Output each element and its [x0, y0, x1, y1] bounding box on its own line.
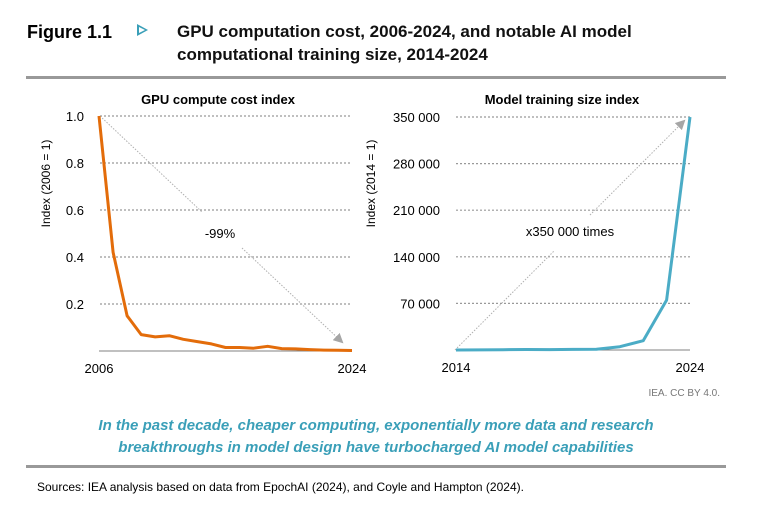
takeaway-line-1: In the past decade, cheaper computing, e… [98, 417, 654, 434]
y-tick-label: 1.0 [66, 109, 84, 124]
figure-title: GPU computation cost, 2006-2024, and not… [177, 20, 697, 66]
y-tick-label: 210 000 [393, 203, 440, 218]
y-tick-label: 280 000 [393, 157, 440, 172]
y-axis-label: Index (2006 = 1) [39, 140, 53, 228]
credit-text: IEA. CC BY 4.0. [648, 388, 720, 399]
takeaway-text: In the past decade, cheaper computing, e… [26, 415, 726, 459]
y-tick-label: 350 000 [393, 110, 440, 125]
annotation-arrow-line [99, 115, 203, 213]
gpu-cost-chart: GPU compute cost index Index (2006 = 1) 0.… [39, 92, 366, 376]
x-tick-label: 2024 [676, 360, 705, 375]
y-tick-label: 140 000 [393, 250, 440, 265]
top-rule [26, 76, 726, 79]
chart-title: GPU compute cost index [141, 92, 296, 107]
annotation-label: x350 000 times [526, 224, 615, 239]
y-tick-label: 70 000 [400, 296, 440, 311]
y-axis-label: Index (2014 = 1) [364, 140, 378, 228]
figure-title-line-1: GPU computation cost, 2006-2024, and not… [177, 22, 632, 41]
x-tick-label: 2006 [85, 361, 114, 376]
model-size-chart: Model training size index Index (2014 = 1… [364, 92, 704, 375]
annotation-arrow-head [241, 247, 344, 344]
takeaway-line-2: breakthroughs in model design have turbo… [118, 439, 634, 456]
x-tick-label: 2014 [442, 360, 471, 375]
y-tick-label: 0.4 [66, 250, 84, 265]
bottom-rule [26, 465, 726, 468]
x-tick-label: 2024 [338, 361, 367, 376]
annotation-label: -99% [205, 226, 236, 241]
annotation-arrow-line [454, 250, 555, 351]
y-tick-label: 0.8 [66, 156, 84, 171]
y-tick-label: 0.6 [66, 203, 84, 218]
figure-label: Figure 1.1 [27, 22, 113, 42]
sources-text: Sources: IEA analysis based on data from… [37, 480, 524, 494]
annotation-arrow-head [589, 119, 686, 216]
figure-arrow-icon [137, 24, 148, 36]
figure-title-line-2: computational training size, 2014-2024 [177, 45, 488, 64]
y-tick-label: 0.2 [66, 297, 84, 312]
chart-title: Model training size index [485, 92, 640, 107]
